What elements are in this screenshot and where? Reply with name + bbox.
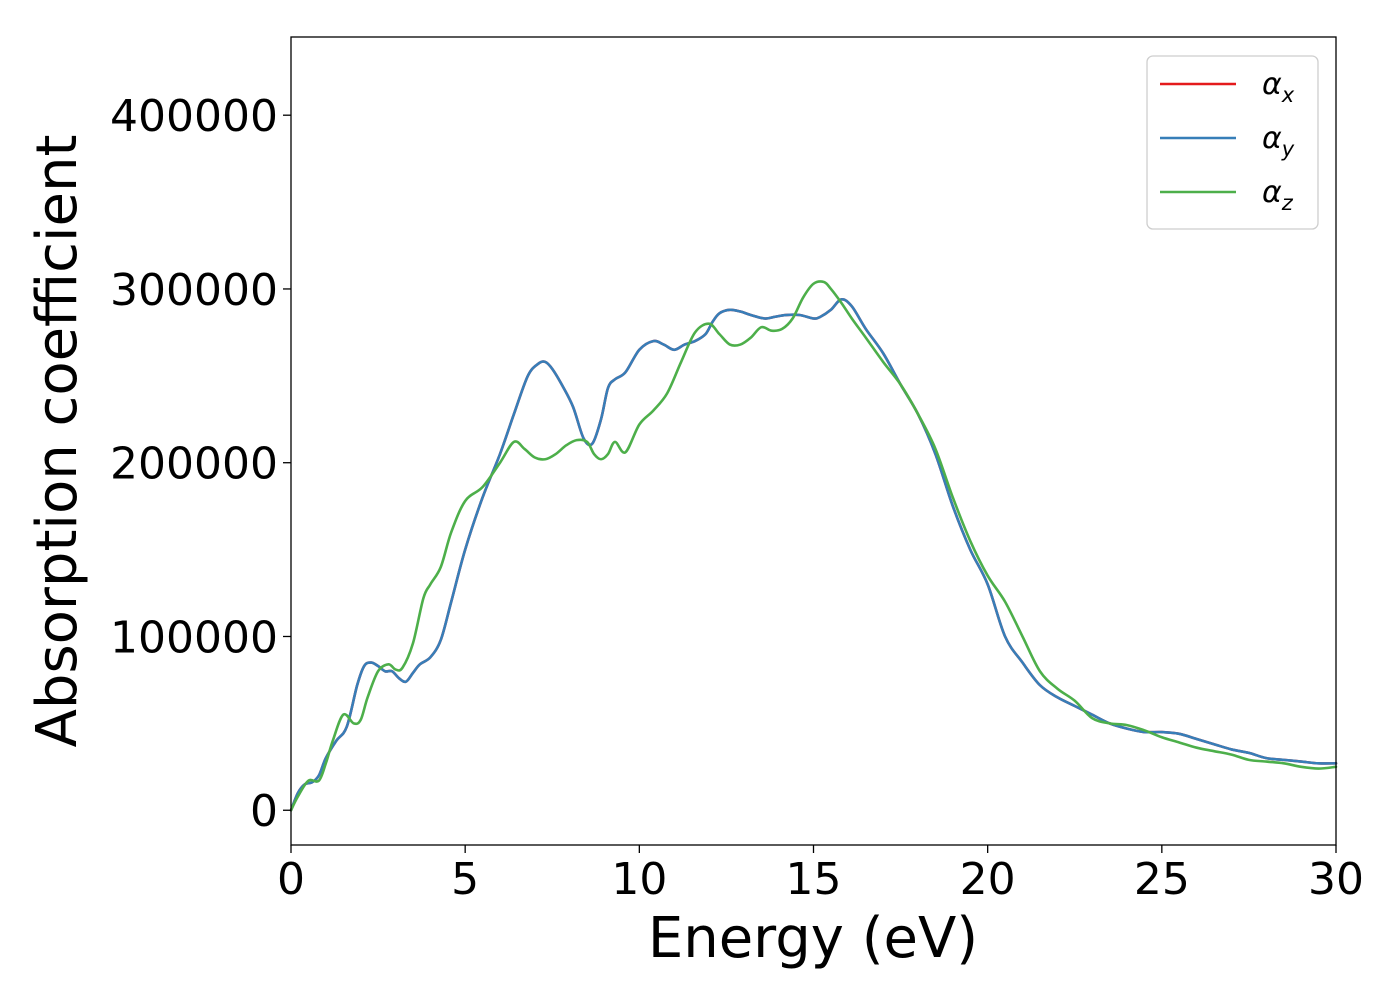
series-line-y — [289, 298, 1338, 812]
series-line-z — [289, 280, 1338, 812]
x-axis-title: Energy (eV) — [648, 906, 978, 971]
legend-label-z: αz — [1262, 175, 1294, 215]
y-tick-label: 300000 — [110, 265, 278, 316]
legend-box — [1146, 55, 1319, 230]
y-axis-title: Absorption coefficient — [25, 135, 90, 748]
x-tick-label: 25 — [1134, 854, 1190, 905]
series-layer — [289, 280, 1338, 812]
legend: αx αy αz — [1146, 55, 1319, 230]
x-axis: 0 5 10 15 20 25 30 — [277, 845, 1364, 905]
x-tick-label: 30 — [1308, 854, 1364, 905]
y-tick-label: 200000 — [110, 439, 278, 490]
y-tick-label: 0 — [250, 786, 278, 837]
x-tick-label: 20 — [960, 854, 1016, 905]
x-tick-label: 10 — [611, 854, 667, 905]
y-tick-label: 400000 — [110, 91, 278, 142]
x-tick-label: 5 — [451, 854, 479, 905]
legend-label-x: αx — [1262, 67, 1295, 107]
x-tick-label: 15 — [786, 854, 842, 905]
legend-items: αx αy αz — [1160, 67, 1295, 215]
y-tick-label: 100000 — [110, 612, 278, 663]
y-axis: 0 100000 200000 300000 400000 — [110, 91, 291, 837]
legend-label-y: αy — [1262, 121, 1295, 161]
x-tick-label: 0 — [277, 854, 305, 905]
